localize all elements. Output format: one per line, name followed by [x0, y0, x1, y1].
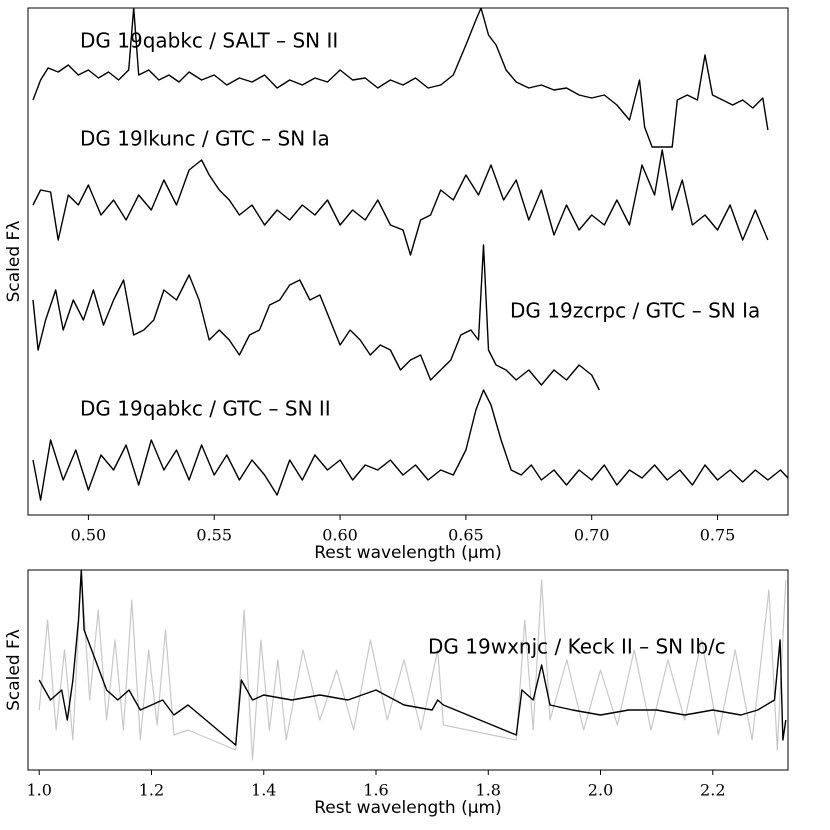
series-label: DG 19wxnjc / Keck II – SN Ib/c: [428, 635, 726, 659]
x-tick-label: 0.75: [700, 526, 736, 545]
x-tick-label: 2.2: [700, 781, 725, 800]
x-tick-label: 1.0: [26, 781, 51, 800]
x-tick-label: 0.55: [196, 526, 232, 545]
panel: DG 19wxnjc / Keck II – SN Ib/c 1.0 1.2 1.4 1…: [4, 569, 789, 818]
x-tick-label: 0.65: [448, 526, 484, 545]
spectrum-line: [32, 244, 600, 391]
x-axis-label: Rest wavelength (μm): [314, 798, 502, 818]
x-tick-label: 1.8: [476, 781, 501, 800]
axes-frame: [27, 7, 789, 516]
plot-area: [32, 8, 788, 501]
spectrum-line: [32, 8, 769, 148]
x-tick-label: 1.4: [251, 781, 276, 800]
plot-area: [38, 570, 787, 761]
x-tick-label: 1.2: [139, 781, 164, 800]
spectrum-line: [32, 149, 769, 256]
x-tick-label: 0.50: [71, 526, 107, 545]
x-tick-label: 0.70: [574, 526, 610, 545]
spectrum-line: [38, 570, 787, 761]
series-label: DG 19zcrpc / GTC – SN Ia: [510, 299, 760, 323]
x-axis-label: Rest wavelength (μm): [314, 543, 502, 563]
panel: DG 19qabkc / SALT – SN II DG 19lkunc / GT…: [4, 7, 789, 563]
series-label: DG 19lkunc / GTC – SN Ia: [80, 127, 330, 151]
series-label: DG 19qabkc / SALT – SN II: [80, 29, 338, 53]
y-axis-label: Scaled Fλ: [4, 629, 24, 711]
series-label: DG 19qabkc / GTC – SN II: [80, 397, 331, 421]
x-tick-label: 0.60: [322, 526, 358, 545]
x-tick-label: 2.0: [588, 781, 613, 800]
spectrum-line: [32, 389, 788, 501]
y-axis-label: Scaled Fλ: [4, 221, 24, 303]
spectrum-line: [38, 570, 787, 746]
axes-frame: [27, 569, 789, 771]
x-tick-label: 1.6: [363, 781, 388, 800]
